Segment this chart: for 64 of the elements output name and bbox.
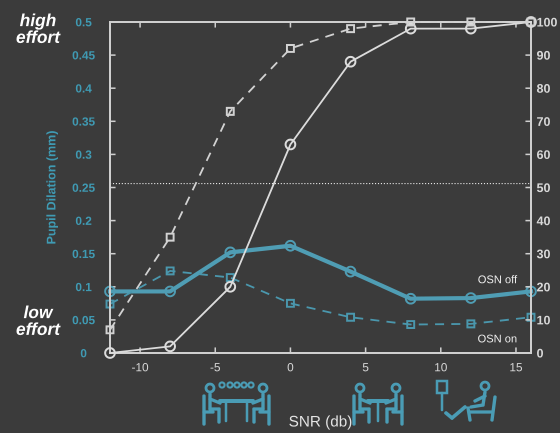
point <box>344 56 356 68</box>
point <box>344 266 356 278</box>
point <box>466 18 476 26</box>
y2-tick-label: 90 <box>536 50 550 60</box>
point <box>224 246 236 258</box>
point <box>525 286 537 298</box>
y2-tick-label: 60 <box>537 150 550 160</box>
y2-tick-label: 0 <box>537 348 543 358</box>
y2-tick-label: 30 <box>536 250 550 258</box>
y-tick-label: 0.15 <box>72 250 95 258</box>
point <box>226 273 235 282</box>
y2-tick-label: 10 <box>537 316 550 325</box>
point <box>164 286 176 298</box>
point <box>284 240 296 252</box>
point <box>465 292 477 304</box>
x-tick-label: 10 <box>435 363 447 372</box>
point <box>404 22 417 34</box>
point <box>286 44 295 53</box>
point <box>164 340 176 352</box>
y-tick-label: 0.35 <box>72 117 95 126</box>
y-tick-label: 0.3 <box>76 150 92 159</box>
y-tick-label: 0 <box>80 349 86 358</box>
x-tick-label: -5 <box>210 363 220 372</box>
point <box>346 312 356 322</box>
x-tick-label: -10 <box>132 363 148 372</box>
point <box>406 18 416 26</box>
y2-tick-label: 80 <box>536 84 550 93</box>
series-label: OSN off <box>478 275 518 284</box>
point <box>286 298 295 308</box>
y2-tick-label: 40 <box>536 216 550 226</box>
point <box>465 22 477 34</box>
point <box>406 320 416 329</box>
point <box>224 280 236 293</box>
x-tick-label: 5 <box>362 363 368 372</box>
point <box>106 300 114 308</box>
point <box>104 347 116 359</box>
x-tick-label: 0 <box>288 363 294 372</box>
point <box>106 325 114 334</box>
y-tick-label: 0.2 <box>76 216 92 225</box>
point <box>526 312 536 322</box>
point <box>404 292 417 305</box>
y-tick-label: 0.5 <box>76 18 92 26</box>
y-tick-label: 0.45 <box>72 51 95 60</box>
point <box>166 232 175 242</box>
y-tick-label: 0.1 <box>76 282 92 292</box>
y2-tick-label: 20 <box>536 282 550 292</box>
point <box>284 138 296 150</box>
text: low effort <box>16 306 61 336</box>
x-axis-title: SNR (db) <box>289 415 352 430</box>
text: high effort <box>16 14 61 44</box>
series-label: OSN on <box>478 334 516 342</box>
point <box>166 266 175 276</box>
point <box>466 319 476 328</box>
y-axis-title: Pupil Dilation (mm) <box>46 131 58 244</box>
x-tick-label: 15 <box>510 363 522 372</box>
y-tick-label: 0.25 <box>72 184 95 192</box>
y2-tick-label: 100 <box>537 18 557 27</box>
point <box>226 106 235 116</box>
y2-tick-label: 50 <box>536 183 550 192</box>
y2-tick-label: 70 <box>537 117 550 126</box>
point <box>104 286 116 298</box>
y-tick-label: 0.05 <box>72 316 95 324</box>
y-tick-label: 0.4 <box>76 84 92 93</box>
point <box>346 24 356 34</box>
